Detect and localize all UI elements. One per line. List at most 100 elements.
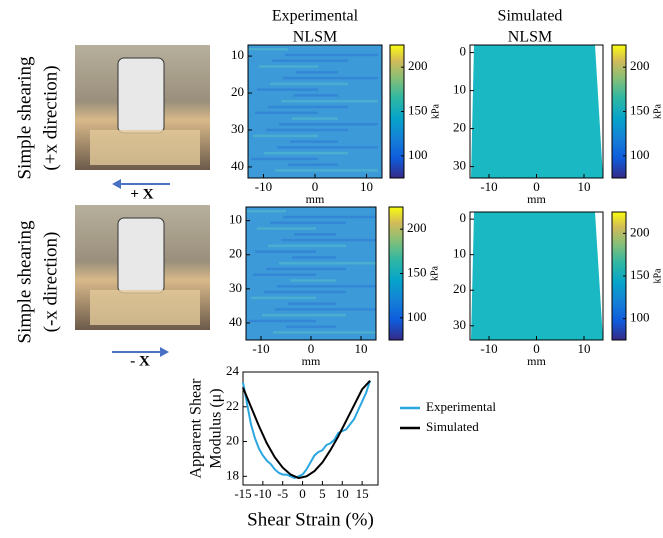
heatmap-texture [290,140,338,143]
heatmap-texture [273,331,376,334]
x-tick-label: 10 [578,179,591,194]
heatmap-texture [253,134,318,138]
x-tick-label: 10 [336,486,349,501]
row-label: (-x direction) [40,232,61,333]
colorbar-tick-label: 200 [408,58,428,73]
y-tick-label: 20 [226,433,239,448]
colorbar-tick-label: 200 [630,224,650,239]
x-tick-label: 15 [356,486,369,501]
heatmap-texture [277,146,378,149]
heatmap-image [471,212,603,340]
heatmap-texture [288,163,338,166]
x-axis-label: mm [302,354,321,368]
heatmap-texture [253,273,316,276]
colorbar-label: kPa [429,265,440,281]
colorbar-tick-label: 100 [408,147,428,162]
y-tick-label: 10 [453,82,466,97]
heatmap-image [471,45,603,178]
heatmap-texture [285,53,378,57]
y-tick-label: 20 [229,246,242,261]
x-tick-label: 0 [312,179,319,194]
y-axis-label: Modulus (μ) [208,388,225,468]
heatmap-texture [268,105,348,109]
x-tick-label: -10 [480,341,497,356]
heatmap-texture [249,319,316,323]
colorbar-tick-label: 150 [630,267,650,282]
row-label: (+x direction) [40,65,61,170]
colorbar-tick-label: 100 [630,147,650,162]
row-label: Simple shearing [14,56,35,179]
heatmap-texture [264,151,348,155]
x-axis-label: mm [527,354,546,368]
heatmap-texture [270,221,346,225]
heatmap-texture [248,48,288,51]
colorbar-tick-label: 150 [630,102,650,117]
y-tick-label: 20 [453,281,466,296]
x-tick-label: 5 [319,486,326,501]
heatmap-texture [290,279,336,282]
heatmap-texture [283,215,376,219]
x-tick-label: -10 [480,179,497,194]
heatmap-texture [268,244,346,248]
colorbar-label: kPa [652,103,663,119]
y-tick-label: 30 [229,280,242,295]
heatmap-texture [251,296,316,300]
column-title: Experimental [272,8,359,25]
heatmap-texture [279,261,376,265]
y-tick-label: 10 [229,212,242,227]
arrow-label: - X [130,353,150,369]
y-tick-label: 10 [231,47,244,62]
x-axis-label: Shear Strain (%) [247,509,374,530]
column-title: NLSM [508,29,552,46]
heatmap-texture [288,302,336,305]
row-label: Simple shearing [14,220,35,343]
y-tick-label: 30 [453,158,466,173]
x-tick-label: -10 [255,179,272,194]
x-tick-label: -10 [252,341,269,356]
colorbar-tick-label: 200 [630,58,650,73]
colorbar-label: kPa [430,103,441,119]
colorbar-tick-label: 150 [408,102,428,117]
y-tick-label: 40 [231,158,244,173]
heatmap-texture [266,128,348,132]
heatmap-texture [294,94,338,97]
arrow [112,179,170,357]
colorbar-label: kPa [652,268,663,284]
x-tick-label: 0 [533,341,540,356]
heatmap-texture [275,308,376,311]
heatmap-texture [283,76,378,80]
heatmap-texture [255,250,316,253]
y-tick-label: 22 [226,398,239,413]
heatmap-texture [296,71,338,74]
heatmap-texture [257,88,318,91]
legend-label: Simulated [426,419,479,434]
arrow-label: + X [130,186,153,202]
heatmap-texture [262,313,346,317]
heatmap-texture [246,210,286,213]
y-tick-label: 10 [453,246,466,261]
x-tick-label: -15 [234,486,251,501]
x-tick-label: 0 [533,179,540,194]
y-tick-label: 20 [231,84,244,99]
x-axis-label: mm [306,192,325,206]
heatmap-texture [277,285,376,288]
x-tick-label: 0 [308,341,315,356]
heatmap-texture [292,256,336,259]
y-tick-label: 18 [226,467,239,482]
heatmap-texture [281,238,376,242]
x-axis-label: mm [527,192,546,206]
heatmap-texture [292,117,338,120]
colorbar-tick-label: 100 [407,309,427,324]
x-tick-label: 10 [578,341,591,356]
y-tick-label: 30 [231,121,244,136]
y-tick-label: 20 [453,120,466,135]
x-tick-label: -5 [277,486,288,501]
plot-frame [242,371,379,486]
y-tick-label: 40 [229,314,242,329]
x-tick-label: -10 [254,486,271,501]
heatmap-texture [279,123,378,126]
photo [75,45,210,170]
heatmap-texture [251,157,318,161]
column-title: Simulated [498,8,563,25]
